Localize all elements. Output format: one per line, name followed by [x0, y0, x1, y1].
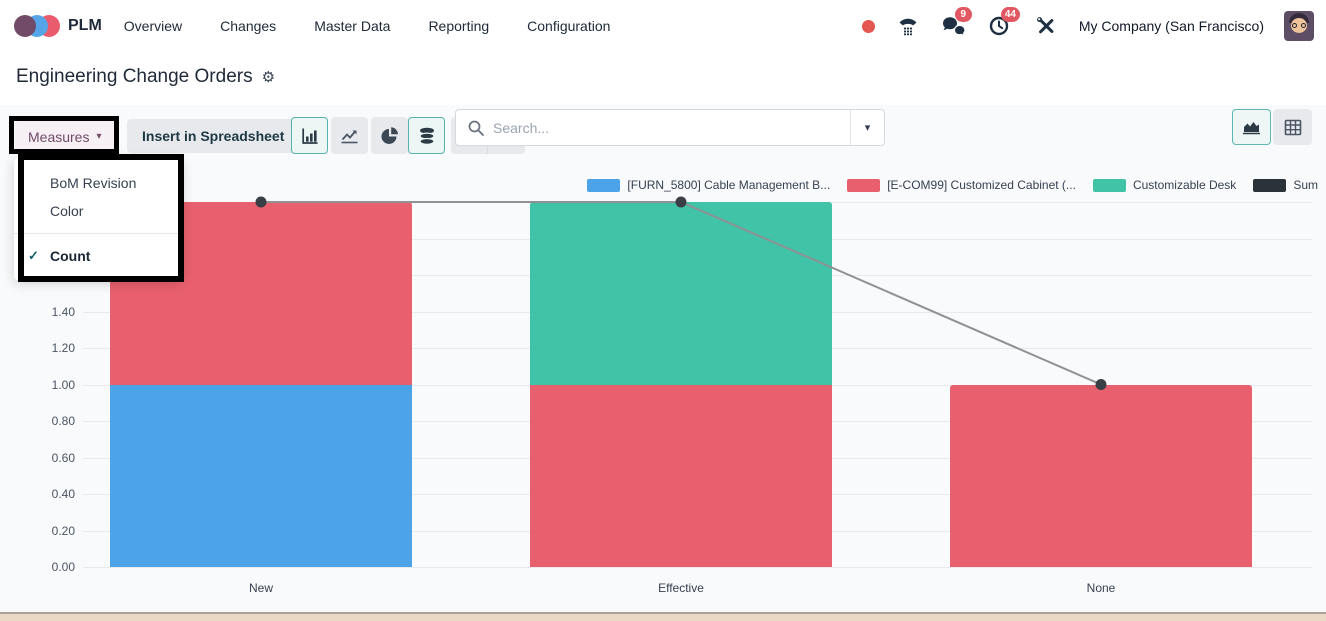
nav-menu-configuration[interactable]: Configuration [527, 18, 611, 34]
x-axis-category-label: Effective [658, 581, 704, 595]
y-axis-tick-label: 0.60 [51, 450, 75, 465]
y-axis-tick-label: 0.40 [51, 487, 75, 501]
recording-indicator-icon [861, 19, 875, 33]
company-name[interactable]: My Company (San Francisco) [1078, 18, 1264, 34]
insert-in-spreadsheet-button[interactable]: Insert in Spreadsheet [127, 119, 300, 153]
y-axis-tick-label: 0.20 [51, 523, 75, 538]
search-input[interactable] [493, 119, 850, 136]
messages-badge: 9 [954, 7, 972, 22]
legend-label: Customizable Desk [1132, 178, 1237, 192]
y-axis-tick-label: 0.00 [51, 560, 75, 574]
tools-icon[interactable] [1033, 13, 1059, 39]
top-navbar: PLM Overview Changes Master Data Reporting C… [0, 0, 1326, 52]
y-axis-tick-label: 1.20 [51, 341, 75, 355]
user-avatar[interactable] [1284, 11, 1314, 41]
bar-segment[interactable] [530, 202, 832, 385]
legend-swatch [847, 178, 881, 192]
messages-icon[interactable]: 9 [941, 7, 972, 39]
page-title: Engineering Change Orders ⚙ [16, 66, 275, 88]
graph-view-button[interactable] [1232, 109, 1271, 145]
sum-data-point[interactable] [255, 196, 267, 208]
bottom-desktop-strip [0, 612, 1326, 621]
sum-line [261, 201, 1102, 386]
nav-menu-master-data[interactable]: Master Data [314, 18, 391, 34]
bar-segment[interactable] [110, 384, 412, 567]
legend-swatch [1253, 178, 1287, 192]
y-axis-tick-label: 1.00 [51, 377, 75, 392]
nav-menus: Overview Changes Master Data Reporting Confi… [124, 18, 611, 34]
chart-type-group [291, 117, 408, 154]
search-icon [468, 120, 484, 136]
x-axis-category-label: None [1086, 581, 1116, 595]
activities-badge: 44 [1000, 7, 1020, 22]
y-axis-tick-label: 1.40 [51, 304, 75, 319]
dropdown-item-color[interactable]: Color [50, 203, 84, 219]
legend-label: [FURN_5800] Cable Management B... [627, 178, 831, 192]
check-icon: ✓ [28, 248, 39, 263]
control-panel: Engineering Change Orders ⚙ ▾ [0, 52, 1326, 146]
legend-item[interactable]: [FURN_5800] Cable Management B... [587, 178, 830, 192]
dropdown-item-count[interactable]: ✓ Count [28, 248, 91, 264]
legend-swatch [587, 178, 621, 192]
x-axis-category-label: New [248, 581, 273, 595]
legend-item[interactable]: Sum [1253, 178, 1318, 192]
gridline [83, 567, 1312, 568]
legend-item[interactable]: Customizable Desk [1092, 178, 1237, 192]
stacked-button[interactable] [408, 117, 445, 154]
app-switcher[interactable]: PLM [14, 15, 102, 37]
legend-label: [E-COM99] Customized Cabinet (... [887, 178, 1076, 192]
dropdown-item-bom-revision[interactable]: BoM Revision [50, 175, 137, 191]
view-switcher [1232, 109, 1312, 145]
line-chart-button[interactable] [331, 117, 368, 154]
search-options-toggle[interactable]: ▾ [850, 110, 884, 145]
chart-plot-area [83, 196, 1312, 568]
sum-data-point[interactable] [675, 196, 687, 208]
pie-chart-button[interactable] [371, 117, 408, 154]
gear-icon[interactable]: ⚙ [261, 68, 276, 86]
softphone-icon[interactable] [895, 13, 921, 39]
nav-menu-overview[interactable]: Overview [123, 18, 183, 34]
stacked-toggle-group [408, 117, 445, 154]
legend-item[interactable]: [E-COM99] Customized Cabinet (... [847, 178, 1076, 192]
chevron-down-icon: ▾ [96, 131, 102, 142]
bar-segment[interactable] [530, 384, 832, 567]
nav-menu-changes[interactable]: Changes [220, 18, 277, 34]
sum-data-point[interactable] [1095, 379, 1107, 390]
sum-line-layer [255, 196, 1107, 390]
bar-segment[interactable] [950, 384, 1252, 567]
measures-dropdown: BoM Revision Color ✓ Count [14, 158, 182, 280]
navbar-systray: 9 44 My Company (San Francisco) [861, 7, 1326, 41]
measures-button[interactable]: Measures ▾ [15, 121, 115, 152]
breadcrumb: Engineering Change Orders [16, 66, 253, 87]
app-name: PLM [68, 17, 102, 34]
graph-toolbar: Measures ▾ Insert in Spreadsheet [0, 117, 1326, 156]
y-axis-tick-label: 0.80 [51, 414, 75, 428]
nav-menu-reporting[interactable]: Reporting [428, 18, 490, 34]
activities-icon[interactable]: 44 [987, 7, 1020, 39]
pivot-view-button[interactable] [1273, 109, 1312, 145]
chart-legend: [FURN_5800] Cable Management B... [E-COM9… [587, 178, 1318, 192]
bar-chart-button[interactable] [291, 117, 328, 154]
search-bar: ▾ [455, 109, 885, 146]
legend-swatch [1092, 178, 1126, 192]
measures-label: Measures [28, 128, 90, 145]
odoo-logo-icon [14, 15, 60, 37]
legend-label: Sum [1293, 178, 1318, 192]
dropdown-divider [14, 233, 182, 234]
